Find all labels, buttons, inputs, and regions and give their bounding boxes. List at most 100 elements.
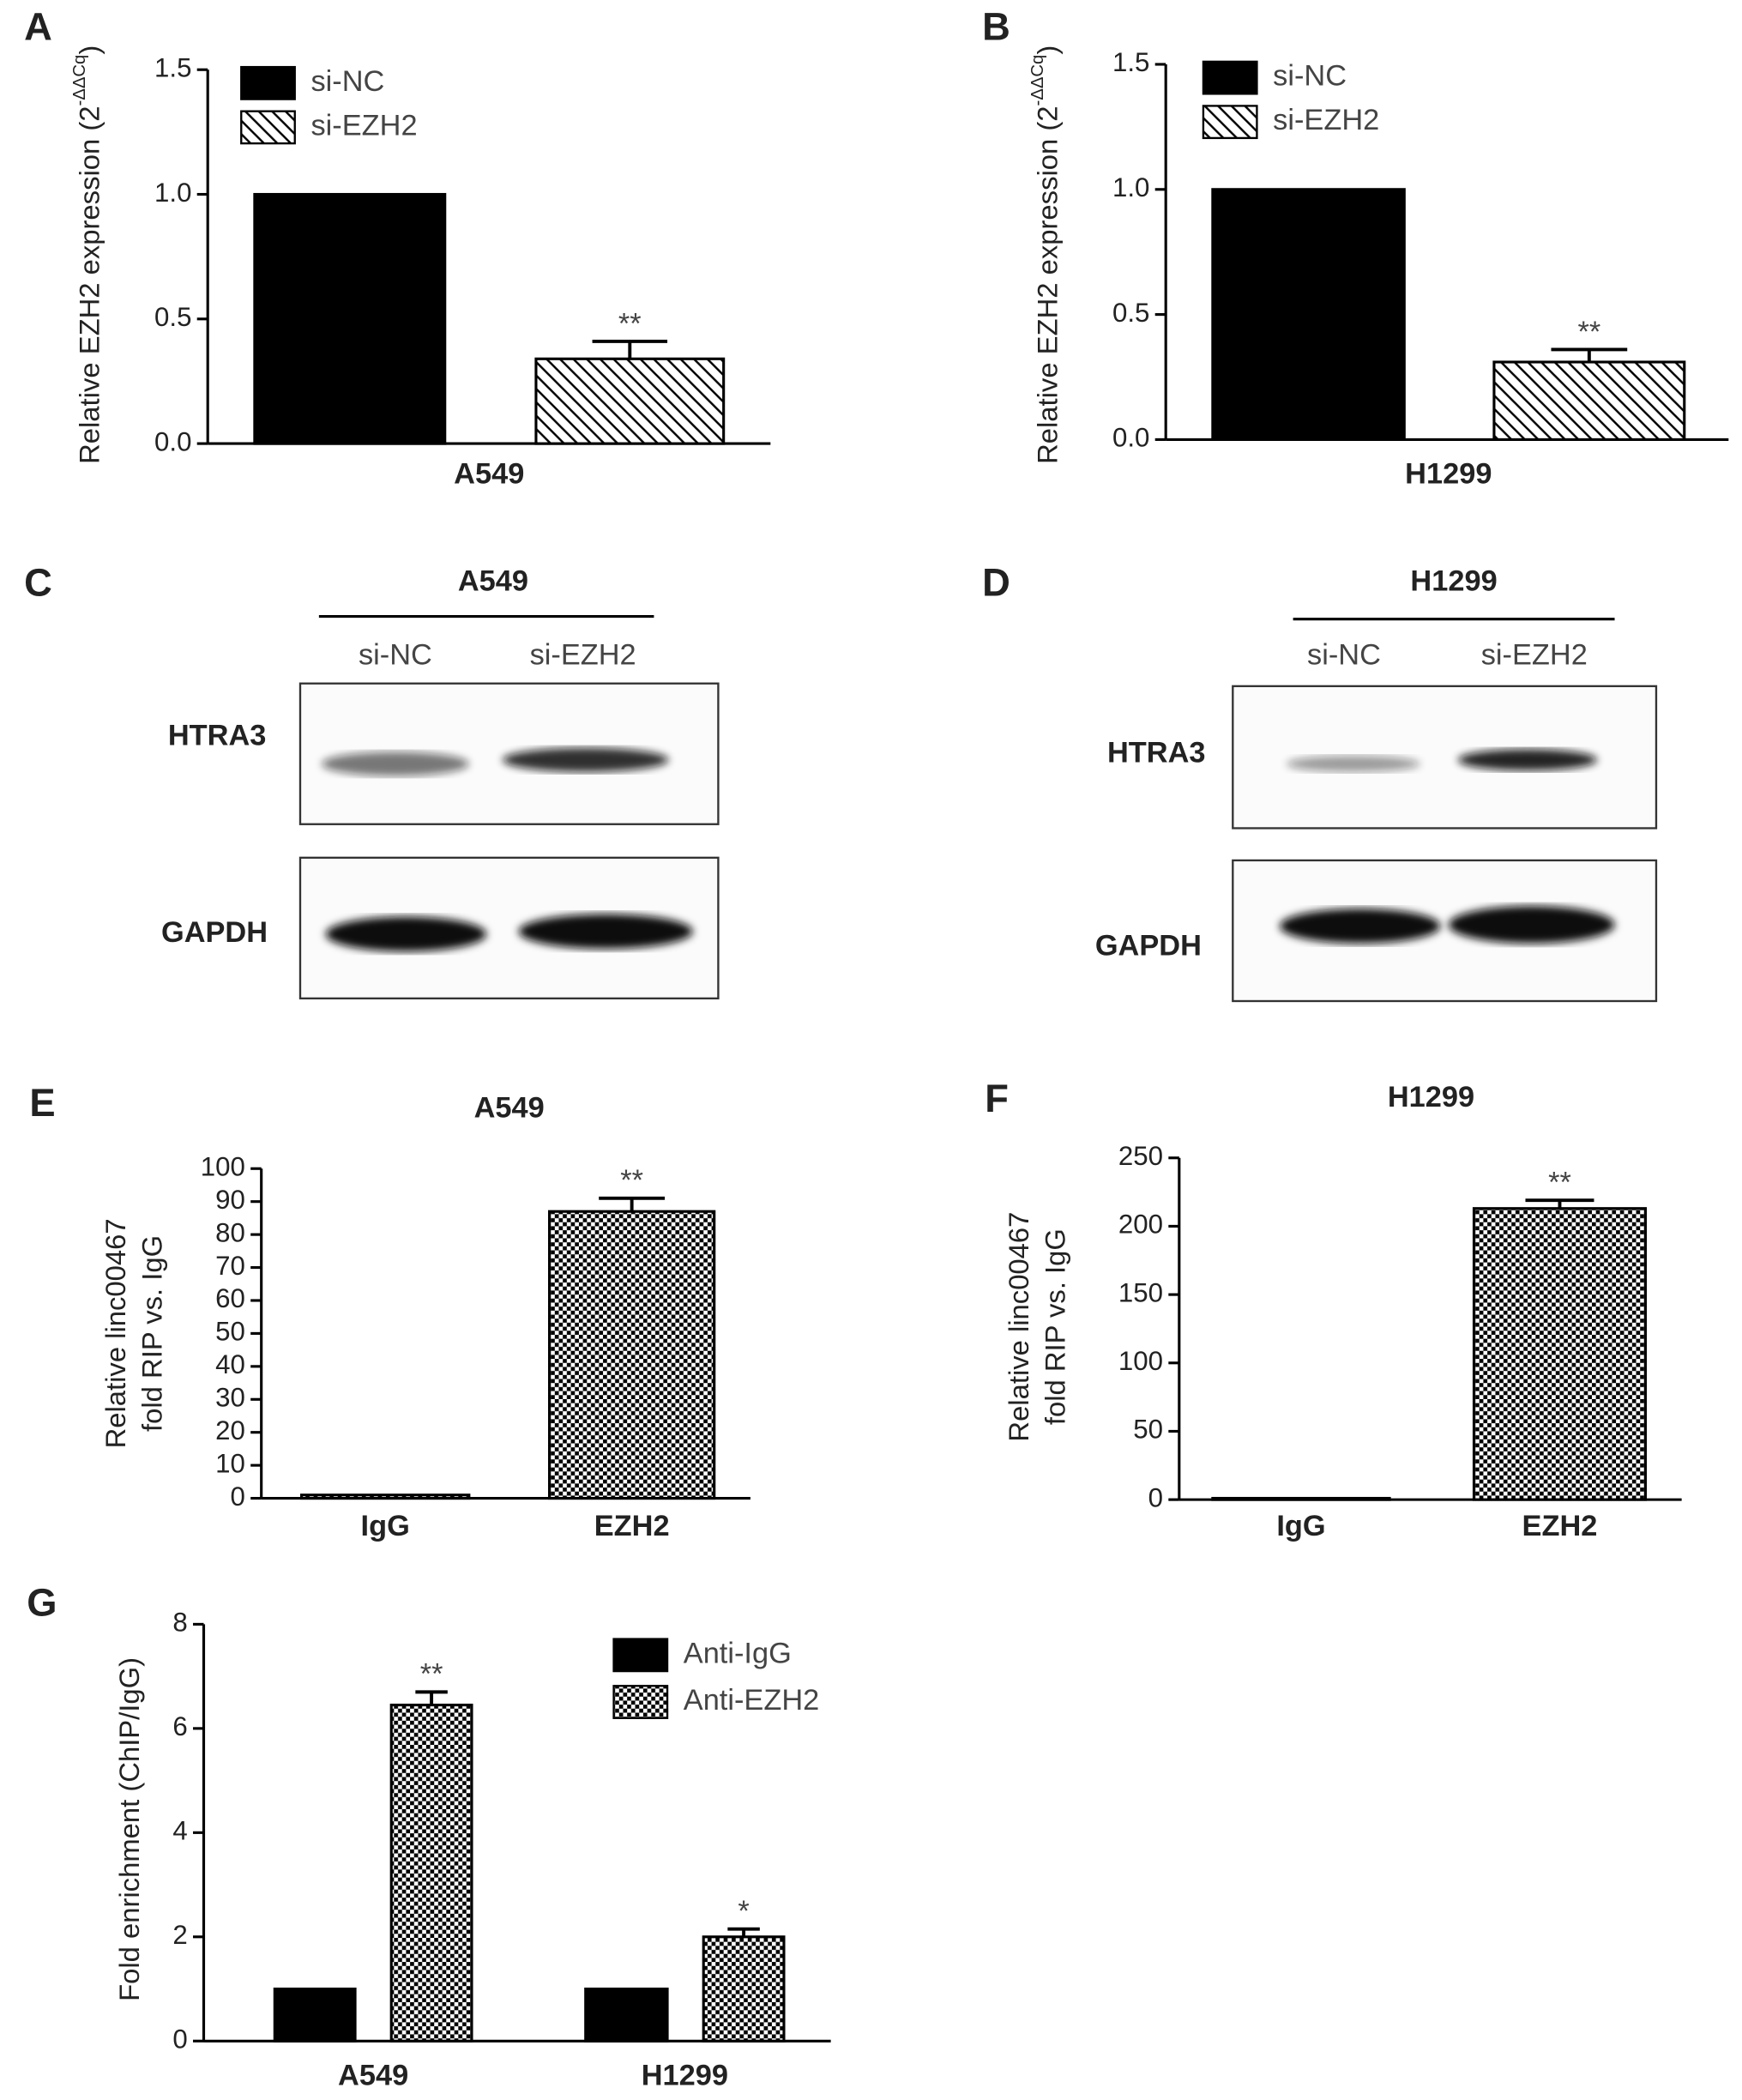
y-tick-label: 150	[1118, 1277, 1163, 1307]
bar	[1492, 360, 1686, 441]
error-bar	[592, 340, 668, 359]
y-tick-label: 50	[215, 1317, 245, 1347]
y-axis-label: Relative EZH2 expression (2-ΔΔCq)	[70, 45, 105, 464]
y-tick-label: 0	[1148, 1482, 1163, 1512]
legend-label: Anti-EZH2	[684, 1684, 819, 1717]
row-label: HTRA3	[168, 719, 267, 751]
legend-swatch	[612, 1685, 669, 1719]
y-axis-label-text: Relative EZH2 expression (2	[1031, 106, 1063, 463]
y-tick-label: 1.5	[154, 52, 191, 82]
legend-swatch	[240, 65, 296, 100]
legend-label: si-NC	[1273, 60, 1347, 93]
blot-band	[321, 751, 469, 776]
blot-band	[502, 747, 669, 772]
y-tick-label: 70	[215, 1251, 245, 1281]
x-tick-label: IgG	[361, 1510, 410, 1542]
bar	[702, 1935, 786, 2043]
lane-label: si-NC	[359, 639, 432, 672]
bar	[534, 357, 726, 445]
panel-letter: F	[985, 1077, 1009, 1120]
y-tick-label: 50	[1133, 1415, 1163, 1445]
blot-band	[1457, 749, 1598, 771]
row-label: HTRA3	[1107, 737, 1206, 769]
legend-label: si-EZH2	[310, 109, 417, 142]
y-tick-label: 200	[1118, 1210, 1163, 1240]
row-label: GAPDH	[1095, 930, 1202, 962]
bar	[299, 1494, 471, 1500]
y-axis-label: Fold enrichment (ChIP/IgG)	[113, 1657, 145, 2001]
blot-title: A549	[458, 565, 528, 598]
bar	[1211, 188, 1406, 441]
legend-swatch	[1202, 60, 1258, 95]
blot-title: H1299	[1410, 565, 1497, 598]
bar	[584, 1987, 669, 2043]
error-bar	[727, 1927, 760, 1937]
y-axis-label: fold RIP vs. IgG	[1039, 1228, 1070, 1425]
bar	[253, 192, 447, 445]
significance-label: **	[1577, 316, 1600, 348]
x-tick-label: EZH2	[594, 1510, 670, 1542]
legend-swatch	[612, 1638, 669, 1673]
x-tick-label: A549	[454, 458, 524, 491]
x-tick-label: H1299	[1405, 458, 1492, 491]
y-tick-label: 0.5	[154, 302, 191, 332]
significance-label: *	[738, 1895, 749, 1928]
bar	[1472, 1207, 1648, 1501]
legend-label: Anti-IgG	[684, 1637, 792, 1669]
y-axis-label-text: Relative EZH2 expression (2	[73, 106, 105, 463]
lane-label: si-EZH2	[1481, 639, 1588, 672]
panel-letter: A	[24, 4, 52, 48]
y-tick-label: 250	[1118, 1141, 1163, 1171]
y-tick-label: 100	[201, 1152, 245, 1182]
y-tick-label: 0.0	[1112, 423, 1149, 453]
legend-label: si-NC	[310, 65, 384, 98]
x-tick-label: A549	[338, 2060, 408, 2092]
y-axis-label: fold RIP vs. IgG	[136, 1235, 167, 1432]
y-axis-label: Relative EZH2 expression (2-ΔΔCq)	[1028, 45, 1063, 464]
blot-band	[1448, 906, 1615, 944]
y-tick-label: 0.0	[154, 426, 191, 456]
blot-band	[1279, 908, 1441, 944]
y-tick-label: 20	[215, 1415, 245, 1445]
row-label: GAPDH	[161, 916, 268, 949]
x-tick-label: EZH2	[1522, 1510, 1598, 1542]
panel-letter: G	[27, 1581, 57, 1625]
x-tick-label: H1299	[642, 2060, 728, 2092]
error-bar	[1525, 1198, 1594, 1209]
y-tick-label: 30	[215, 1383, 245, 1413]
error-bar	[415, 1690, 448, 1705]
y-axis-label-text: Fold enrichment (ChIP/IgG)	[113, 1657, 145, 2001]
y-tick-label: 1.0	[1112, 172, 1149, 202]
significance-label: **	[618, 307, 642, 340]
legend-label: si-EZH2	[1273, 104, 1379, 136]
bar	[389, 1703, 473, 2043]
panel-letter: B	[982, 4, 1010, 48]
y-axis-label-end: )	[73, 45, 105, 55]
significance-label: **	[620, 1164, 643, 1197]
y-tick-label: 1.0	[154, 178, 191, 208]
error-bar	[1551, 347, 1628, 363]
y-tick-label: 10	[215, 1448, 245, 1478]
y-axis-label: Relative linc00467	[1003, 1212, 1034, 1442]
y-axis-label-sup: -ΔΔCq	[1028, 55, 1047, 106]
chart-title: H1299	[1388, 1081, 1474, 1113]
significance-label: **	[420, 1658, 443, 1691]
y-axis-label-sup: -ΔΔCq	[70, 55, 89, 106]
y-tick-label: 0.5	[1112, 298, 1149, 328]
panel-letter: E	[29, 1081, 55, 1125]
y-tick-label: 8	[172, 1608, 187, 1638]
y-tick-label: 0	[172, 2025, 187, 2055]
y-tick-label: 40	[215, 1349, 245, 1379]
error-bar	[599, 1196, 666, 1212]
blot-band	[325, 916, 487, 952]
lane-label: si-EZH2	[530, 639, 636, 672]
legend-swatch	[1202, 105, 1258, 140]
y-tick-label: 4	[172, 1816, 187, 1846]
y-tick-label: 90	[215, 1185, 245, 1215]
chart-title: A549	[474, 1092, 545, 1125]
x-tick-label: IgG	[1276, 1510, 1325, 1542]
y-tick-label: 6	[172, 1711, 187, 1741]
bar	[1211, 1496, 1391, 1501]
blot-band	[1286, 756, 1421, 772]
y-tick-label: 80	[215, 1217, 245, 1247]
